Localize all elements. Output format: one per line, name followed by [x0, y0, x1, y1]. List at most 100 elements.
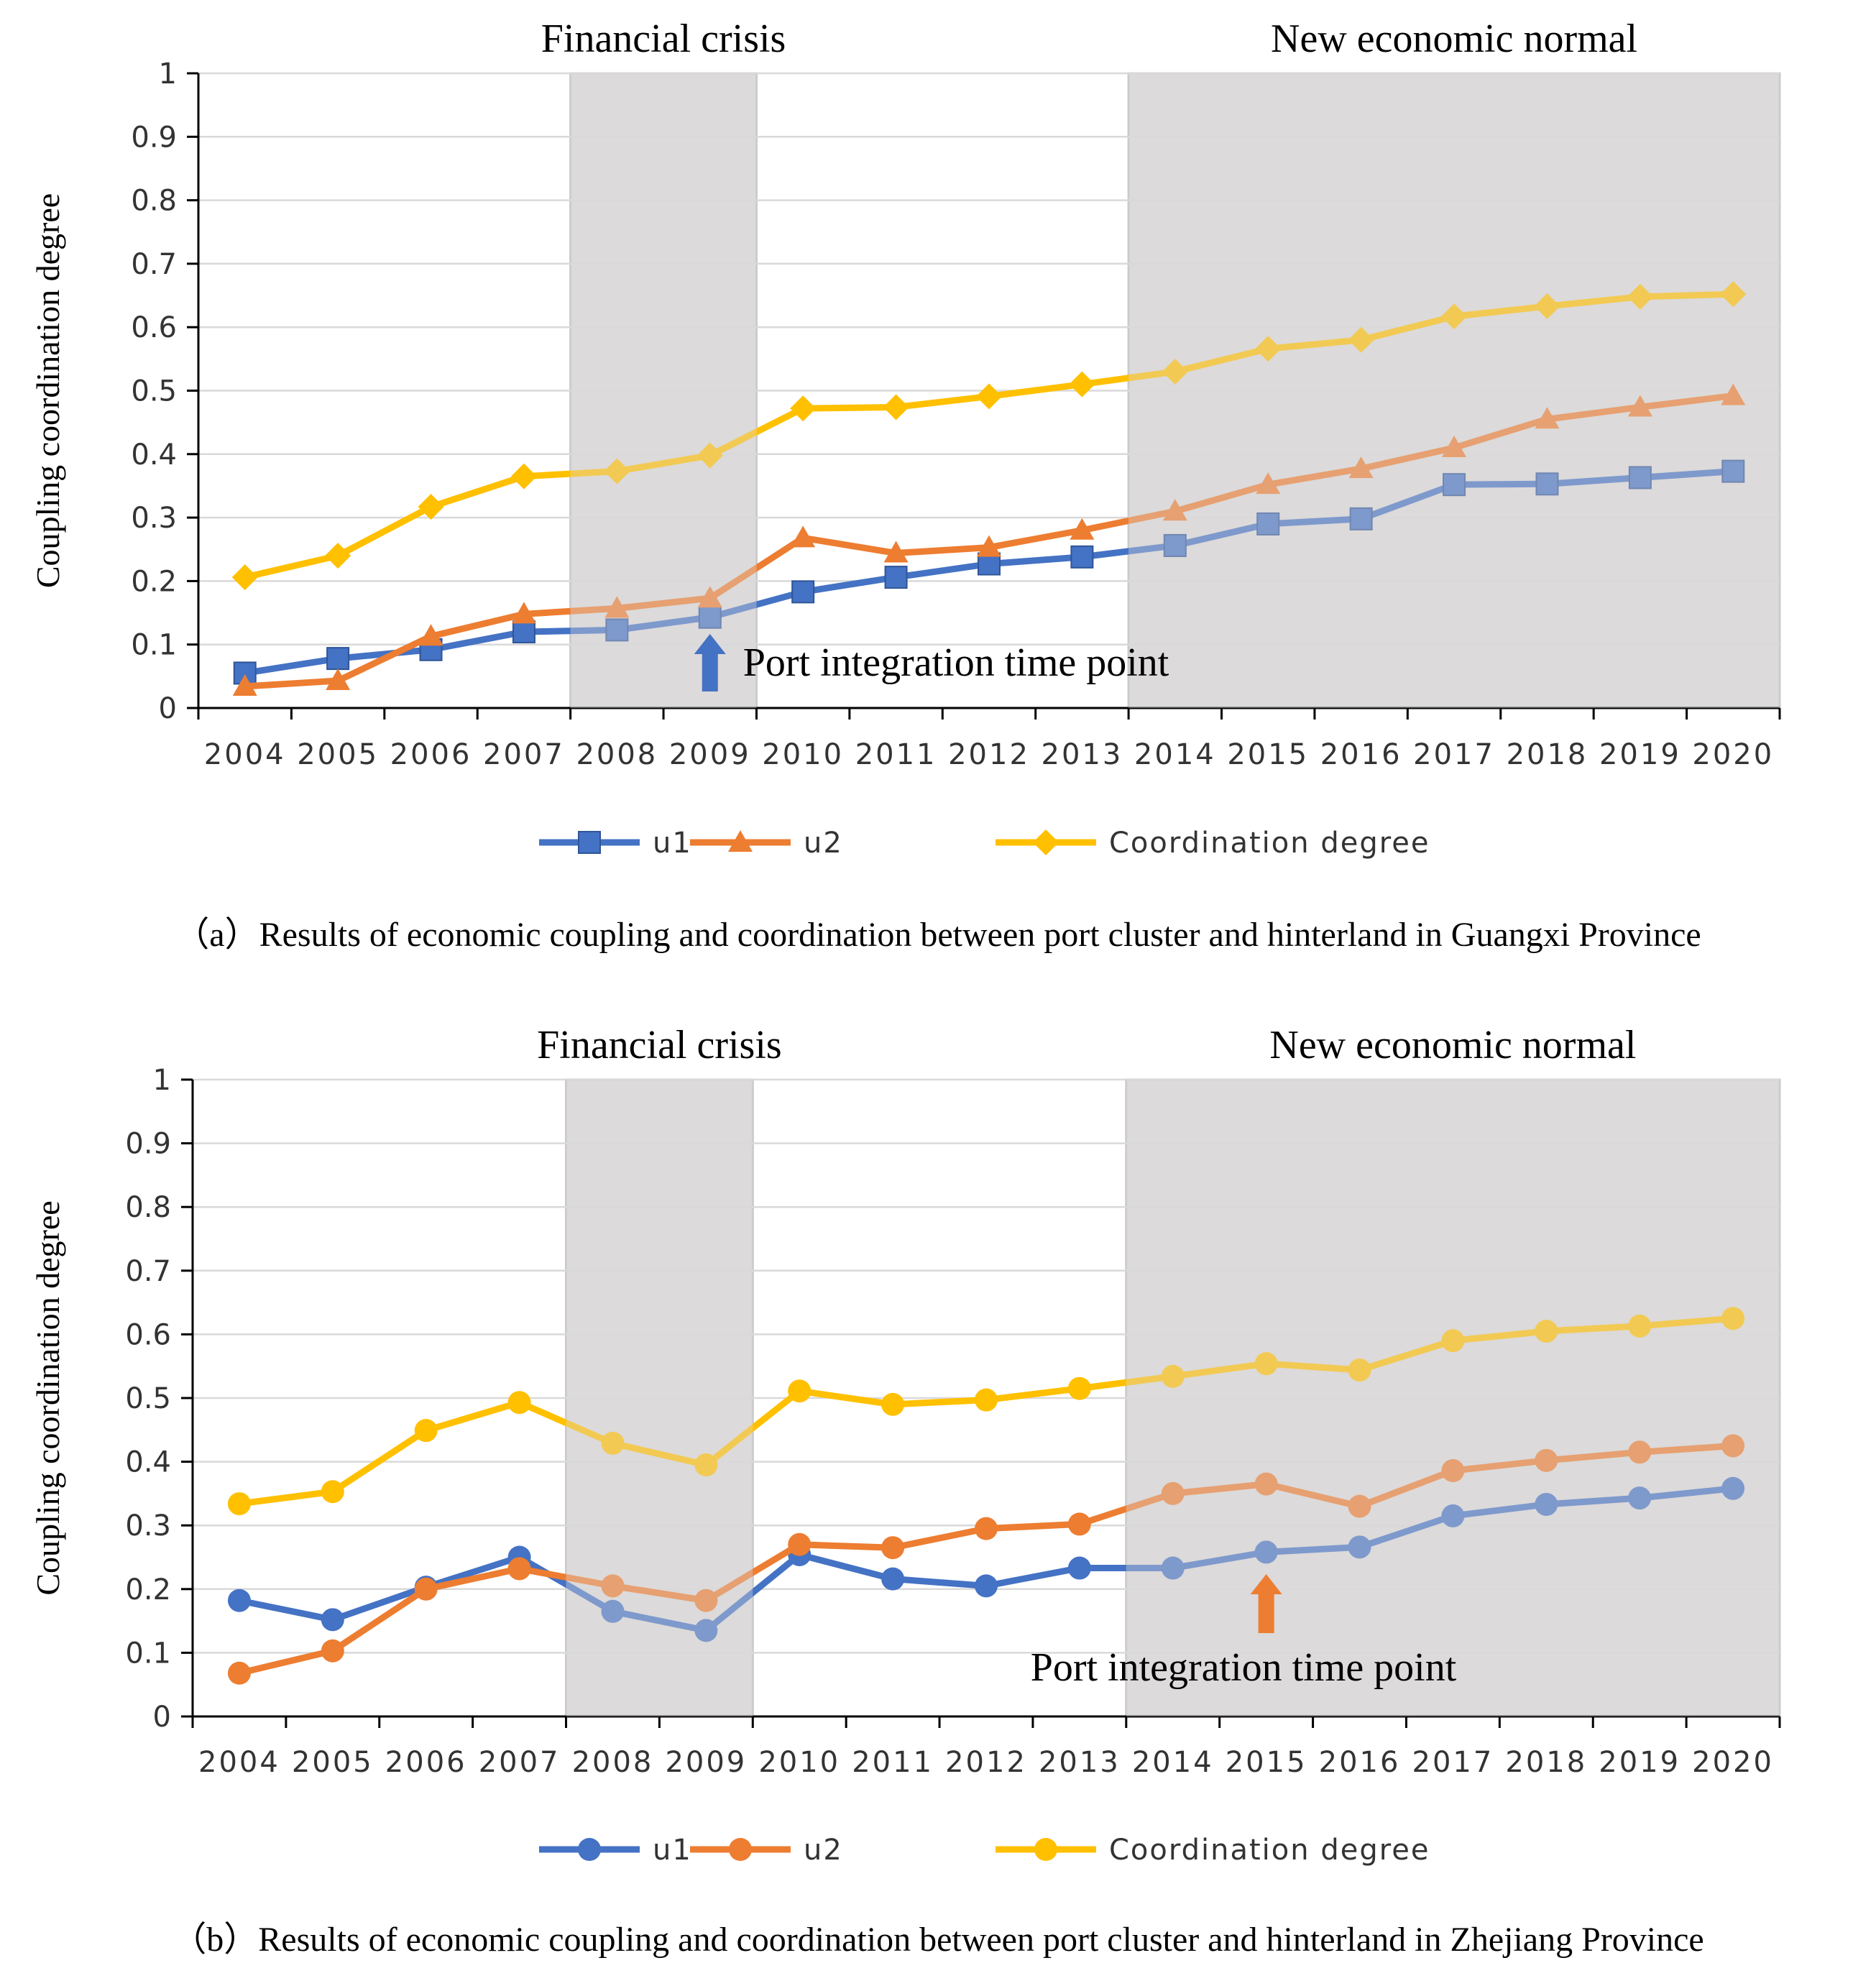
shaded-overlay-1: [1126, 1080, 1780, 1716]
y-tick-label: 0.2: [131, 565, 177, 598]
y-tick-label: 0.9: [131, 121, 177, 154]
point-u2: [604, 596, 630, 618]
point-coord: [1255, 336, 1282, 362]
y-axis-label: Coupling coordination degree: [29, 1200, 66, 1595]
point-u2: [326, 668, 351, 691]
point-coord: [1534, 293, 1560, 320]
point-u1: [1163, 533, 1187, 557]
x-tick-label: 2009: [669, 738, 751, 771]
point-u1: [791, 580, 815, 604]
point-u1: [1443, 473, 1466, 497]
chart-a: 0 0.1 0.2 0.3 0.4 0.5 0.6 0.7 0.8 0.9 1 2004 2005 200…: [29, 17, 1781, 954]
point-u2: [1162, 499, 1187, 521]
point-coord: [414, 1419, 438, 1443]
x-tick-label: 2016: [1320, 738, 1402, 771]
period-title: New economic normal: [1269, 1023, 1636, 1067]
point-u1: [1628, 466, 1652, 489]
point-u1: [1721, 1476, 1745, 1500]
y-tick-label: 0.6: [125, 1318, 171, 1351]
point-u2: [511, 602, 536, 624]
point-u1: [698, 605, 722, 629]
point-u2: [1070, 518, 1095, 540]
point-coord: [604, 458, 630, 484]
point-u1: [326, 647, 350, 671]
annotation-text: Port integration time point: [1031, 1645, 1457, 1690]
x-tick-label: 2017: [1412, 1746, 1494, 1779]
point-coord: [1067, 1376, 1091, 1400]
y-axis-label: Coupling coordination degree: [29, 193, 66, 588]
point-u1: [227, 1589, 251, 1612]
point-u1: [1070, 545, 1094, 569]
y-tick-label: 0.5: [131, 375, 177, 408]
legend-label-u1: u1: [653, 827, 692, 860]
point-coord: [696, 442, 723, 469]
point-u2: [694, 1589, 718, 1612]
x-tick-label: 2017: [1413, 738, 1495, 771]
point-u2: [1161, 1481, 1185, 1505]
x-tick-label: 2016: [1319, 1746, 1401, 1779]
point-u2: [1628, 1440, 1652, 1464]
point-u2: [1721, 1434, 1745, 1458]
point-coord: [601, 1431, 625, 1455]
point-coord: [227, 1492, 251, 1516]
point-coord: [1348, 1359, 1371, 1382]
period-title: Financial crisis: [537, 1023, 782, 1067]
x-tick-label: 2007: [483, 738, 565, 771]
point-coord: [510, 463, 537, 489]
point-u1: [601, 1599, 625, 1623]
x-tick-label: 2019: [1599, 1746, 1680, 1779]
point-u1: [321, 1608, 344, 1632]
point-u2: [881, 1536, 905, 1560]
point-coord: [1721, 1307, 1745, 1330]
point-u2: [883, 541, 909, 563]
point-coord: [1162, 359, 1188, 385]
point-coord: [790, 395, 817, 422]
legend-marker-u2: [728, 830, 753, 852]
annotation-text: Port integration time point: [743, 640, 1169, 685]
y-tick-label: 0.8: [131, 185, 177, 218]
point-u2: [1254, 1472, 1278, 1496]
point-u2: [601, 1574, 625, 1598]
period-title: New economic normal: [1271, 17, 1637, 61]
point-coord: [1441, 1329, 1465, 1353]
point-coord: [321, 1480, 344, 1504]
x-tick-label: 2020: [1692, 1746, 1774, 1779]
point-u2: [1256, 472, 1281, 495]
point-coord: [418, 494, 444, 520]
point-coord: [976, 383, 1002, 410]
x-tick-label: 2018: [1505, 1746, 1587, 1779]
y-tick-label: 1: [153, 1064, 171, 1097]
point-u1: [1348, 1535, 1371, 1559]
x-tick-label: 2012: [945, 1746, 1027, 1779]
y-tick-label: 0.6: [131, 311, 177, 344]
point-u2: [507, 1557, 531, 1581]
point-u2: [1067, 1512, 1091, 1536]
y-tick-label: 0.4: [131, 438, 177, 472]
figure-caption: （a）Results of economic coupling and coor…: [175, 916, 1701, 954]
period-title: Financial crisis: [541, 17, 786, 61]
y-tick-label: 0.3: [125, 1509, 171, 1543]
point-u2: [1721, 383, 1746, 405]
point-u1: [884, 566, 908, 589]
x-tick-label: 2005: [292, 1746, 374, 1779]
y-tick-label: 0.9: [125, 1128, 171, 1161]
point-coord: [694, 1453, 718, 1477]
y-tick-label: 0.1: [125, 1637, 171, 1670]
y-tick-label: 0.7: [131, 248, 177, 281]
legend-marker-coord: [1033, 829, 1059, 855]
x-tick-label: 2006: [385, 1746, 467, 1779]
point-u1: [694, 1619, 718, 1642]
point-u1: [1349, 507, 1373, 530]
legend-marker-u1: [578, 1838, 601, 1861]
legend: u1 u2 Coordination degree: [539, 1834, 1429, 1867]
point-u2: [975, 1517, 998, 1540]
x-tick-label: 2012: [948, 738, 1030, 771]
point-coord: [231, 564, 258, 591]
x-tick-label: 2008: [572, 1746, 654, 1779]
point-u2: [1535, 1448, 1558, 1472]
point-u1: [1535, 472, 1559, 496]
point-u2: [414, 1577, 438, 1601]
point-coord: [1720, 281, 1747, 308]
annotation-arrow: [694, 634, 726, 691]
x-tick-label: 2009: [665, 1746, 747, 1779]
